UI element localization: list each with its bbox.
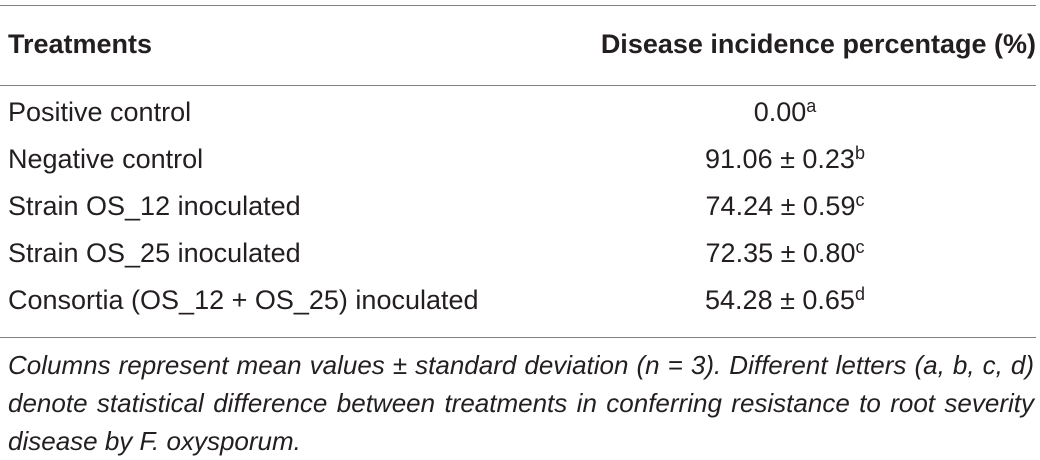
- table-body: Positive control 0.00a Negative control …: [0, 89, 1036, 324]
- table-top-rule: [0, 5, 1036, 6]
- table-footnote: Columns represent mean values ± standard…: [8, 350, 1034, 456]
- incidence-value: 0.00: [753, 97, 807, 127]
- incidence-cell: 54.28 ± 0.65d: [590, 277, 980, 324]
- incidence-value: 91.06 ± 0.23: [705, 144, 855, 174]
- incidence-cell: 0.00a: [590, 89, 980, 136]
- treatment-cell: Strain OS_12 inoculated: [8, 191, 301, 221]
- incidence-value: 72.35 ± 0.80: [705, 238, 856, 268]
- treatment-cell: Strain OS_25 inoculated: [8, 238, 301, 268]
- table-bottom-rule: [0, 337, 1036, 338]
- incidence-cell: 91.06 ± 0.23b: [590, 136, 980, 183]
- table-row: Consortia (OS_12 + OS_25) inoculated 54.…: [0, 277, 1036, 324]
- treatment-cell: Negative control: [8, 144, 204, 174]
- significance-letter: d: [854, 284, 865, 304]
- incidence-value: 74.24 ± 0.59: [705, 191, 856, 221]
- table-row: Strain OS_25 inoculated 72.35 ± 0.80c: [0, 230, 1036, 277]
- significance-letter: c: [855, 190, 865, 210]
- table-row: Positive control 0.00a: [0, 89, 1036, 136]
- table-header-rule: [0, 85, 1036, 86]
- table-row: Strain OS_12 inoculated 74.24 ± 0.59c: [0, 183, 1036, 230]
- significance-letter: c: [855, 237, 865, 257]
- header-disease-incidence: Disease incidence percentage (%): [600, 29, 1036, 59]
- table-row: Negative control 91.06 ± 0.23b: [0, 136, 1036, 183]
- treatment-cell: Consortia (OS_12 + OS_25) inoculated: [8, 285, 479, 315]
- incidence-value: 54.28 ± 0.65: [705, 285, 855, 315]
- incidence-cell: 74.24 ± 0.59c: [590, 183, 980, 230]
- significance-letter: b: [854, 143, 865, 163]
- incidence-cell: 72.35 ± 0.80c: [590, 230, 980, 277]
- header-treatments: Treatments: [8, 29, 153, 59]
- significance-letter: a: [806, 96, 817, 116]
- table-header-row: Treatments Disease incidence percentage …: [0, 22, 1036, 66]
- treatment-cell: Positive control: [8, 97, 192, 127]
